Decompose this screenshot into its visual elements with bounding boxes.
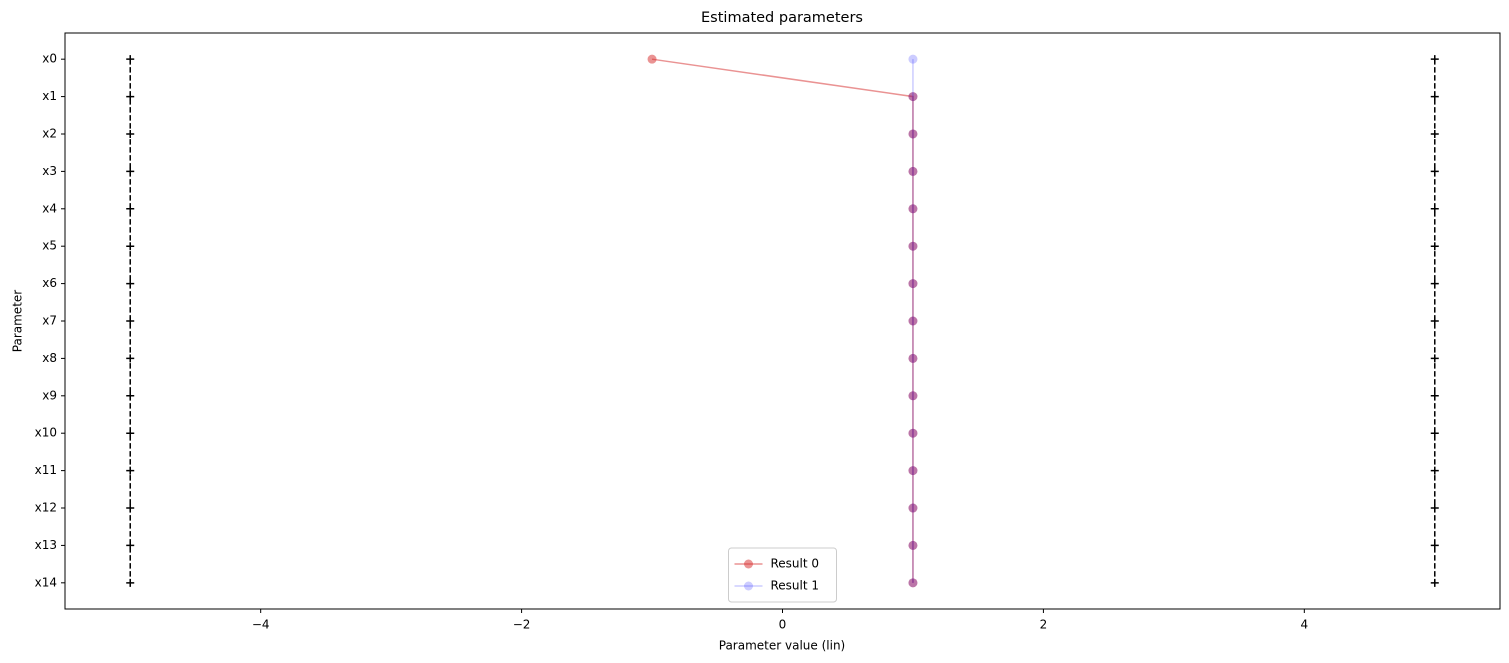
data-point	[908, 391, 918, 401]
legend-marker	[744, 559, 753, 569]
data-point	[908, 466, 918, 476]
bound-marker	[126, 578, 135, 587]
bound-marker	[126, 279, 135, 288]
bound-marker	[126, 354, 135, 363]
legend-label: Result 0	[771, 557, 820, 571]
y-tick-label: x10	[35, 426, 57, 440]
y-tick-label: x2	[42, 126, 57, 140]
bound-marker	[1430, 242, 1439, 251]
legend: Result 0 Result 1	[728, 547, 837, 603]
bound-marker	[1430, 167, 1439, 176]
data-point	[908, 166, 918, 176]
data-point	[908, 204, 918, 214]
data-point	[908, 540, 918, 550]
y-tick-label: x4	[42, 201, 57, 215]
bound-marker	[1430, 578, 1439, 587]
bound-marker	[126, 55, 135, 64]
y-tick-label: x9	[42, 388, 57, 402]
data-point	[908, 353, 918, 363]
data-point	[908, 503, 918, 513]
data-point	[908, 466, 918, 476]
bound-marker	[1430, 541, 1439, 550]
data-point	[908, 316, 918, 326]
data-point	[908, 129, 918, 139]
y-tick-label: x6	[42, 276, 57, 290]
bound-marker	[126, 317, 135, 325]
data-point	[908, 391, 918, 401]
bound-marker	[126, 204, 135, 213]
bound-marker	[1430, 354, 1439, 363]
plot-frame	[64, 32, 1501, 610]
x-tick-label: 2	[1040, 618, 1048, 632]
x-tick-label: 4	[1300, 618, 1308, 632]
data-point	[908, 241, 918, 251]
bound-marker	[1430, 55, 1439, 64]
x-tick-label: 0	[779, 618, 787, 632]
y-tick-label: x5	[42, 239, 57, 253]
y-tick-label: x12	[35, 501, 57, 515]
bound-marker	[1430, 429, 1439, 438]
data-point	[908, 540, 918, 550]
data-point	[908, 503, 918, 513]
y-axis-label: Parameter	[11, 290, 25, 352]
bound-marker	[126, 541, 135, 550]
data-point	[647, 54, 657, 64]
bound-marker	[1430, 466, 1439, 475]
data-point	[908, 578, 918, 588]
bound-marker	[1430, 504, 1439, 513]
legend-label: Result 1	[771, 579, 820, 593]
data-point	[908, 129, 918, 139]
bound-marker	[1430, 317, 1439, 325]
legend-marker	[744, 581, 753, 591]
y-tick-label: x13	[35, 538, 57, 552]
bound-marker	[126, 466, 135, 475]
y-tick-label: x0	[42, 52, 57, 66]
bound-marker	[1430, 129, 1439, 138]
bound-marker	[126, 391, 135, 400]
data-point	[908, 204, 918, 214]
data-point	[908, 428, 918, 438]
x-tick-label: −4	[252, 618, 270, 632]
data-point	[908, 428, 918, 438]
y-tick-label: x8	[42, 351, 57, 365]
chart-title: Estimated parameters	[701, 10, 863, 26]
y-tick-label: x1	[42, 89, 57, 103]
bound-marker	[126, 92, 135, 101]
data-point	[908, 166, 918, 176]
y-tick-label: x14	[35, 575, 57, 589]
data-point	[908, 54, 918, 64]
bound-marker	[126, 129, 135, 138]
bound-marker	[126, 242, 135, 251]
y-tick-label: x7	[42, 314, 57, 328]
data-point	[908, 316, 918, 326]
bound-marker	[126, 167, 135, 176]
data-point	[908, 578, 918, 588]
data-point	[908, 92, 918, 102]
bound-marker	[1430, 391, 1439, 400]
bound-marker	[1430, 92, 1439, 101]
data-point	[908, 279, 918, 289]
bound-marker	[126, 504, 135, 513]
bound-marker	[1430, 204, 1439, 213]
bound-marker	[1430, 279, 1439, 288]
data-point	[908, 92, 918, 102]
bound-marker	[126, 429, 135, 438]
data-point	[908, 353, 918, 363]
legend-box	[728, 547, 837, 603]
data-point	[908, 241, 918, 251]
y-tick-label: x11	[35, 463, 57, 477]
x-tick-label: −2	[513, 618, 531, 632]
y-tick-label: x3	[42, 164, 57, 178]
data-point	[908, 279, 918, 289]
x-axis-label: Parameter value (lin)	[719, 639, 845, 653]
